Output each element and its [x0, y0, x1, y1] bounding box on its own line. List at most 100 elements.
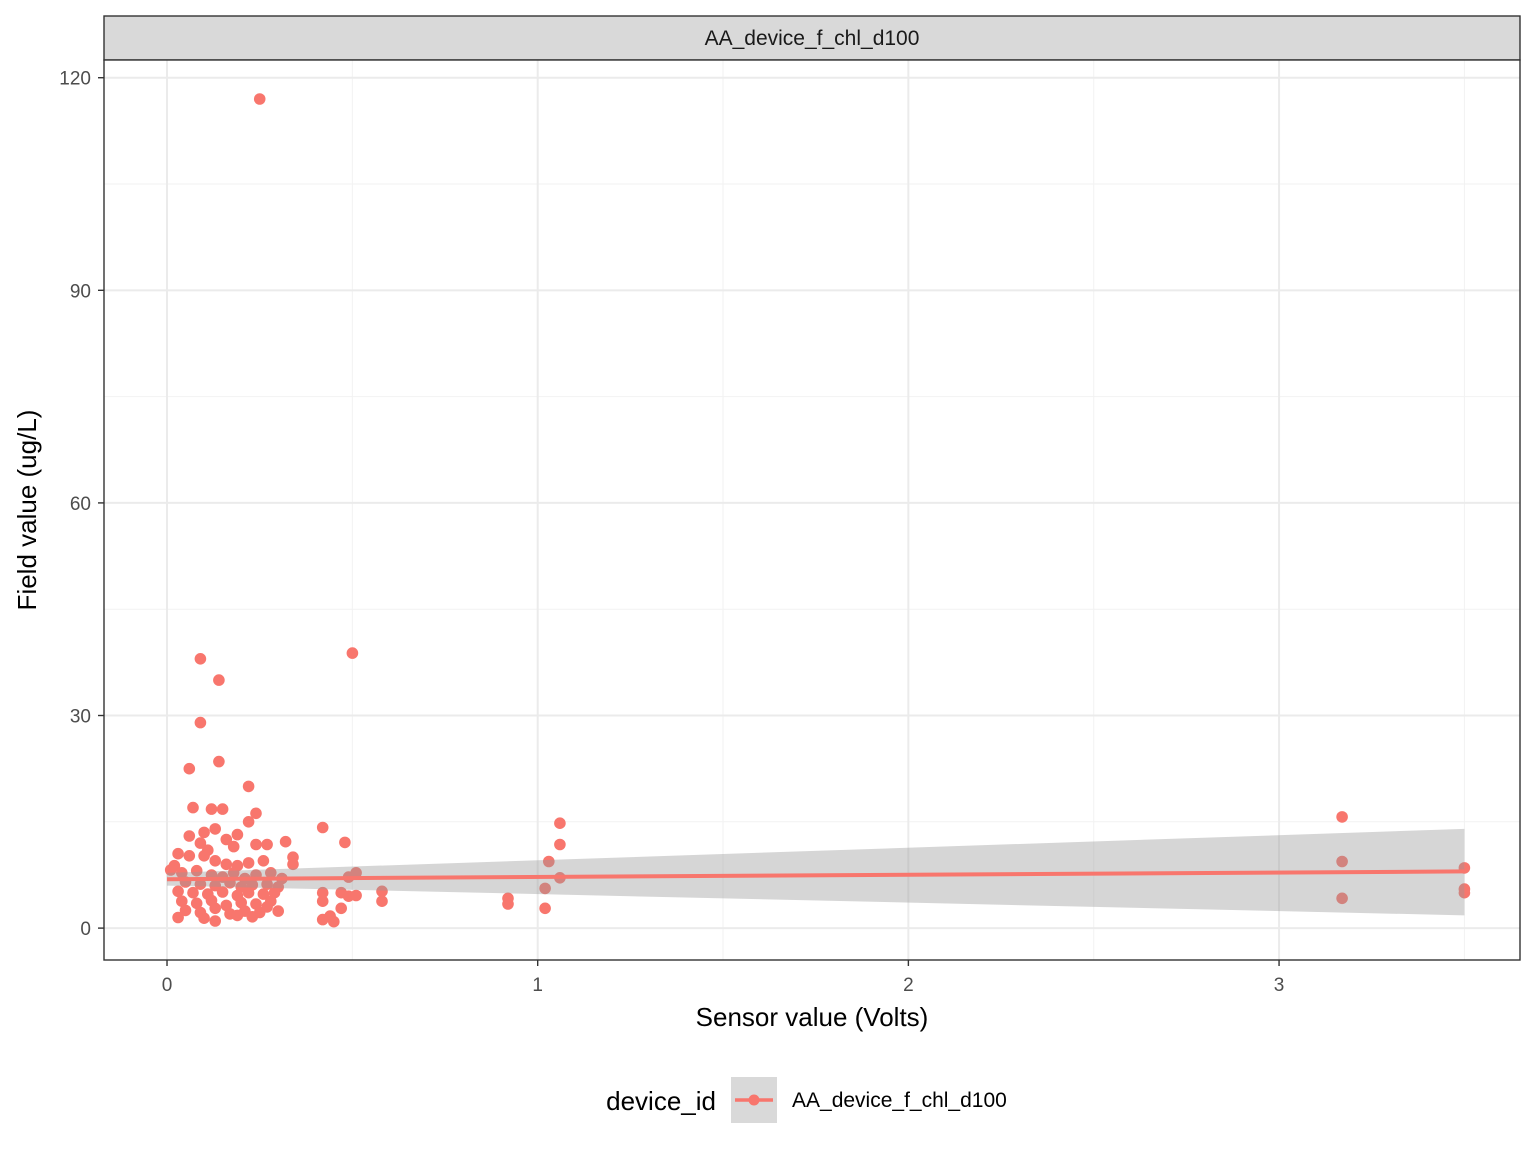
- data-point: [198, 912, 210, 924]
- data-point: [213, 755, 225, 768]
- data-point: [253, 93, 266, 105]
- data-point: [350, 867, 362, 879]
- data-point: [250, 807, 262, 820]
- data-point: [231, 828, 244, 841]
- data-point: [1458, 886, 1471, 899]
- x-tick-label: 2: [903, 975, 914, 996]
- data-point: [316, 886, 329, 899]
- data-point: [190, 864, 203, 877]
- data-point: [261, 838, 273, 851]
- data-point: [287, 858, 299, 871]
- data-point: [190, 897, 203, 910]
- grid-lines: [104, 60, 1520, 960]
- data-point: [220, 833, 233, 846]
- data-point: [220, 858, 233, 871]
- data-point: [213, 674, 225, 686]
- data-point: [227, 867, 240, 879]
- y-axis-title: Field value (ug/L): [12, 410, 42, 611]
- data-point: [246, 911, 259, 923]
- data-point: [209, 902, 221, 915]
- data-point: [350, 889, 362, 902]
- facet-strip: [103, 15, 1521, 61]
- scatter-points: [164, 93, 1471, 928]
- data-point: [339, 836, 351, 849]
- data-point: [209, 915, 221, 927]
- data-point: [539, 882, 551, 895]
- x-tick-label: 1: [532, 975, 543, 996]
- data-point: [265, 867, 277, 879]
- data-point: [257, 888, 270, 900]
- legend-title: device_id: [606, 1086, 716, 1116]
- data-point: [250, 838, 262, 851]
- data-point: [242, 886, 255, 899]
- data-point: [554, 838, 566, 851]
- data-point: [335, 902, 348, 915]
- data-point: [194, 837, 207, 849]
- data-point: [1336, 855, 1348, 868]
- data-point: [316, 821, 329, 834]
- y-tick-label: 30: [70, 707, 91, 728]
- facet-strip-label: AA_device_f_chl_d100: [705, 27, 920, 50]
- data-point: [176, 867, 188, 879]
- data-point: [376, 895, 388, 907]
- data-point: [231, 909, 244, 922]
- data-point: [543, 855, 555, 868]
- data-point: [179, 904, 192, 917]
- data-point: [279, 835, 292, 848]
- data-point: [227, 840, 240, 853]
- data-point: [172, 847, 184, 860]
- data-point: [209, 823, 221, 835]
- y-tick-label: 0: [80, 919, 91, 940]
- x-tick-label: 0: [162, 975, 173, 996]
- data-point: [205, 803, 218, 815]
- data-point: [198, 850, 210, 862]
- data-point: [194, 878, 207, 890]
- regression-line: [167, 869, 1465, 882]
- plot-panel-border: [103, 59, 1521, 961]
- regression-line-group: [167, 828, 1465, 916]
- data-point: [242, 857, 255, 869]
- data-point: [183, 850, 196, 862]
- data-point: [257, 855, 270, 867]
- data-point: [376, 885, 388, 898]
- legend-key-point: [748, 1094, 760, 1106]
- plot-panel: [104, 60, 1520, 960]
- data-point: [554, 817, 566, 829]
- data-point: [1336, 811, 1348, 823]
- data-point: [194, 653, 207, 665]
- data-point: [164, 864, 177, 876]
- x-tick-label: 3: [1274, 975, 1285, 996]
- x-axis: 0 1 2 3: [162, 960, 1285, 996]
- data-point: [328, 915, 340, 928]
- y-axis: 0 30 60 90 120: [59, 69, 104, 940]
- data-point: [198, 826, 210, 839]
- y-tick-label: 60: [70, 494, 91, 515]
- data-point: [539, 902, 551, 915]
- data-point: [316, 895, 329, 907]
- legend-entry-label: AA_device_f_chl_d100: [792, 1089, 1007, 1112]
- data-point: [242, 780, 255, 793]
- data-point: [216, 803, 229, 815]
- data-point: [183, 830, 196, 842]
- data-point: [194, 716, 207, 729]
- data-point: [261, 901, 273, 913]
- data-point: [209, 855, 221, 867]
- data-point: [187, 886, 199, 899]
- y-tick-label: 90: [70, 281, 91, 302]
- x-axis-title: Sensor value (Volts): [696, 1002, 929, 1032]
- data-point: [502, 892, 514, 905]
- data-point: [272, 905, 285, 917]
- data-point: [172, 885, 184, 898]
- data-point: [183, 762, 196, 775]
- data-point: [261, 878, 273, 890]
- data-point: [187, 801, 199, 814]
- data-point: [172, 911, 184, 924]
- y-tick-label: 120: [59, 69, 91, 90]
- data-point: [1336, 892, 1348, 905]
- data-point: [242, 816, 255, 828]
- data-point: [346, 647, 359, 659]
- data-point: [176, 895, 188, 907]
- legend: device_id AA_device_f_chl_d100: [606, 1077, 1007, 1123]
- data-point: [216, 886, 229, 898]
